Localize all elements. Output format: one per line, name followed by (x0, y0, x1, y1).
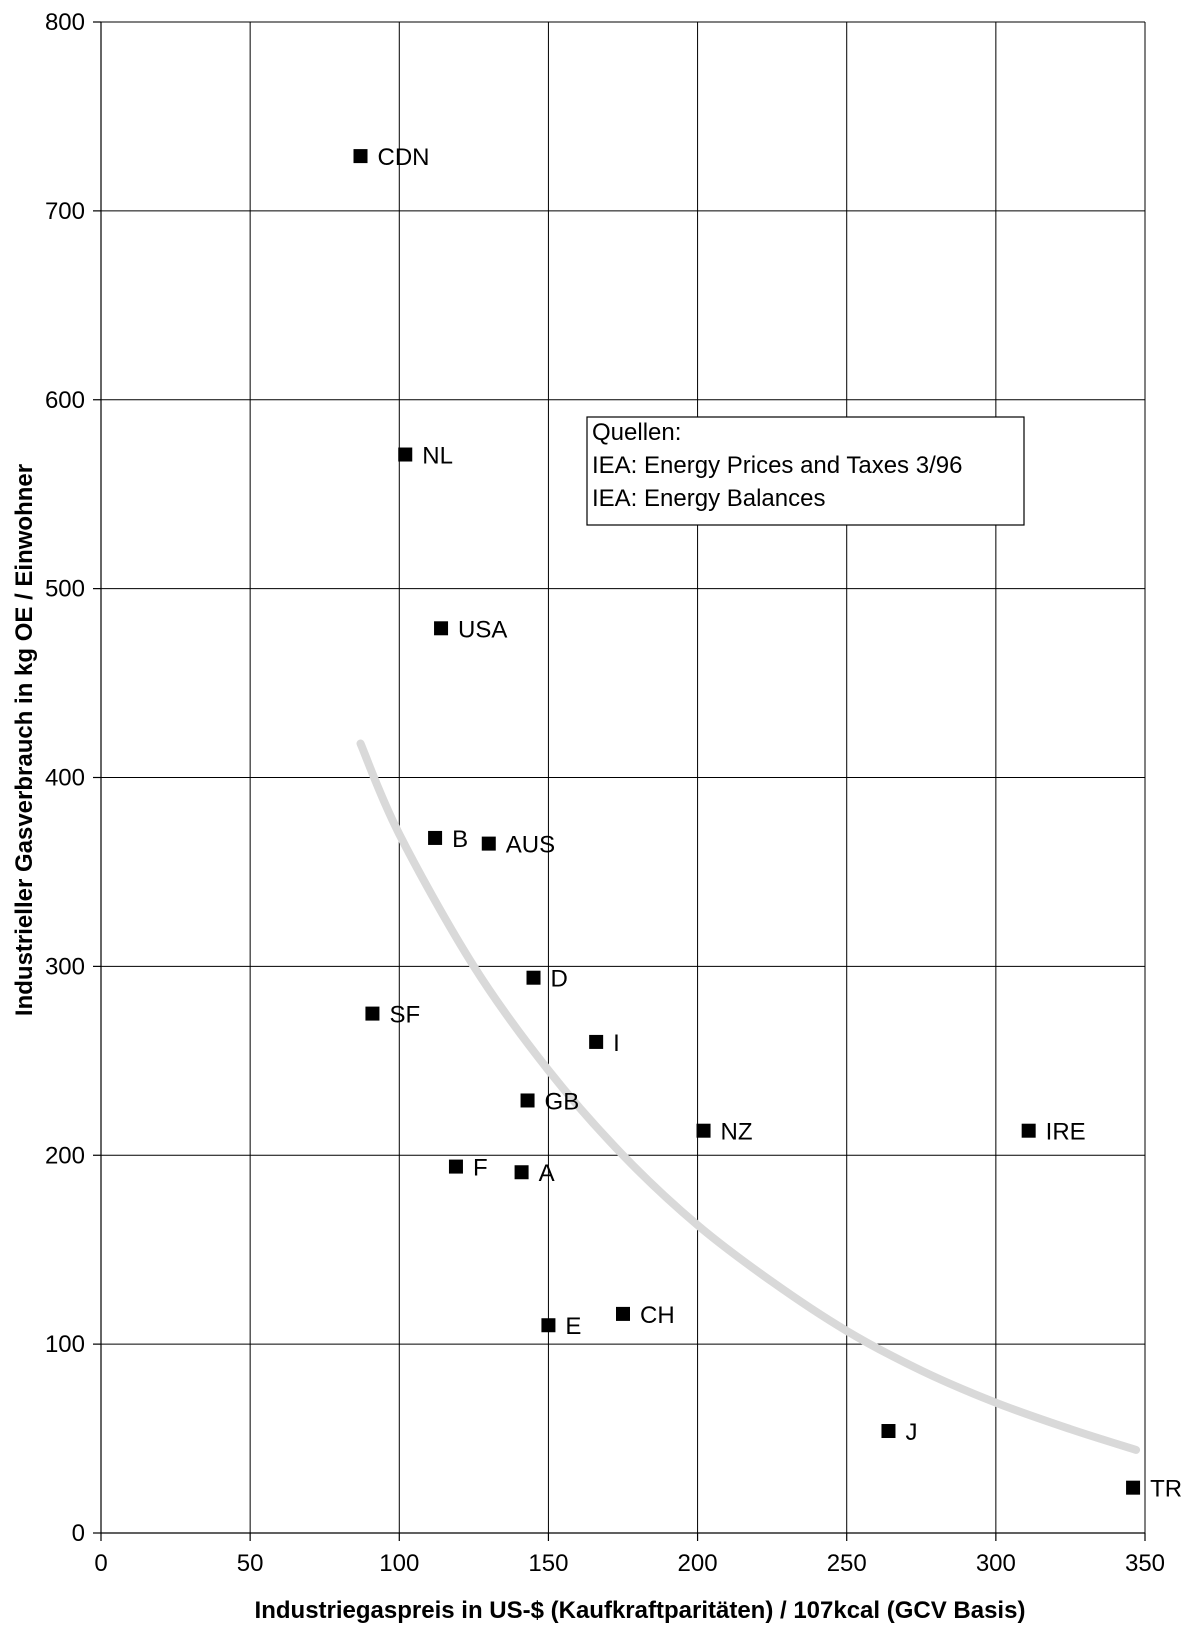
source-annotation: Quellen: IEA: Energy Prices and Taxes 3/… (586, 416, 1025, 526)
point-labels: CDN NL USA B AUS D SF I GB NZ IRE F A CH E J TR (378, 144, 1183, 1503)
data-point-marker (448, 1159, 463, 1174)
data-point-label: NL (422, 443, 453, 470)
y-tick-label: 500 (45, 576, 85, 603)
data-point-label: TR (1150, 1476, 1182, 1503)
x-axis-title: Industriegaspreis in US-$ (Kaufkraftpari… (255, 1597, 1026, 1624)
axes (93, 21, 1146, 1541)
data-point-marker (428, 830, 443, 845)
data-point-label: SF (389, 1002, 420, 1029)
trend-curve (356, 739, 1141, 1454)
y-tick-label: 200 (45, 1142, 85, 1169)
y-tick-label: 400 (45, 765, 85, 792)
data-point-label: IRE (1046, 1119, 1086, 1146)
trend-curve-path (356, 739, 1141, 1454)
data-point-label: CH (640, 1302, 675, 1329)
x-tick-label: 50 (237, 1550, 264, 1577)
data-point-label: F (473, 1155, 488, 1182)
x-tick-label: 0 (94, 1550, 107, 1577)
y-tick-label: 700 (45, 198, 85, 225)
source-annotation-line: IEA: Energy Balances (592, 485, 825, 512)
data-point-label: I (613, 1030, 620, 1057)
y-tick-label: 600 (45, 387, 85, 414)
data-point-marker (1021, 1123, 1036, 1138)
data-point-marker (520, 1093, 535, 1108)
data-point-label: B (452, 826, 468, 853)
data-point-label: A (539, 1160, 555, 1187)
data-point-marker (696, 1123, 711, 1138)
data-point-marker (434, 621, 449, 636)
x-tick-label: 350 (1125, 1550, 1165, 1577)
data-points (353, 149, 1141, 1495)
source-annotation-box (586, 416, 1025, 526)
y-tick-label: 100 (45, 1331, 85, 1358)
data-point-label: GB (545, 1088, 580, 1115)
data-point-marker (365, 1006, 380, 1021)
x-tick-label: 250 (827, 1550, 867, 1577)
data-point-label: D (551, 966, 568, 993)
grid (101, 21, 1146, 1533)
data-point-label: CDN (378, 144, 430, 171)
x-tick-label: 300 (976, 1550, 1016, 1577)
data-point-marker (1126, 1480, 1141, 1495)
x-tick-label: 200 (678, 1550, 718, 1577)
tick-labels: 0 100 200 300 400 500 600 700 800 0 50 100 150 200 250… (45, 9, 1165, 1577)
data-point-marker (881, 1424, 896, 1439)
data-point-marker (589, 1034, 604, 1049)
data-point-marker (541, 1318, 556, 1333)
data-point-marker (514, 1165, 529, 1180)
data-point-label: J (905, 1419, 917, 1446)
source-annotation-line: Quellen: (592, 419, 681, 446)
x-tick-label: 100 (379, 1550, 419, 1577)
y-axis-title: Industrieller Gasverbrauch in kg OE / Ei… (11, 464, 38, 1016)
data-point-marker (481, 836, 496, 851)
y-tick-label: 800 (45, 9, 85, 36)
y-tick-label: 0 (72, 1520, 85, 1547)
data-point-label: E (565, 1313, 581, 1340)
x-tick-label: 150 (528, 1550, 568, 1577)
source-annotation-line: IEA: Energy Prices and Taxes 3/96 (592, 452, 962, 479)
data-point-marker (398, 447, 413, 462)
data-point-marker (526, 970, 541, 985)
data-point-label: AUS (506, 832, 555, 859)
data-point-marker (353, 149, 368, 164)
y-tick-label: 300 (45, 953, 85, 980)
data-point-label: USA (458, 616, 507, 643)
data-point-label: NZ (721, 1119, 753, 1146)
data-point-marker (616, 1306, 630, 1321)
